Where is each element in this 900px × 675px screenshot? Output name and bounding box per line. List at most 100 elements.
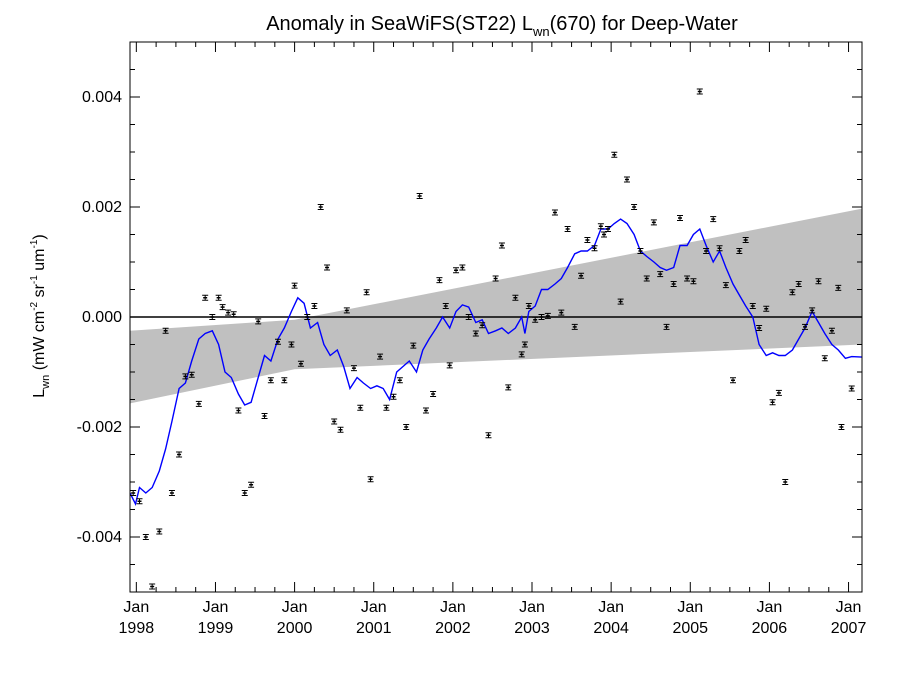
data-point <box>288 341 295 348</box>
data-point <box>230 311 237 318</box>
data-point <box>416 193 423 199</box>
data-point <box>324 264 331 271</box>
data-point <box>736 248 743 254</box>
data-point <box>690 278 697 285</box>
data-point <box>176 451 183 458</box>
data-point <box>261 413 268 419</box>
data-point <box>130 490 137 496</box>
data-point <box>267 377 274 384</box>
data-point <box>446 362 453 369</box>
data-point <box>430 391 437 397</box>
data-point <box>631 204 638 210</box>
axes-layer: -0.004 -0.002 0.000 0.002 0.004 Jan 1998 Jan 199… <box>77 41 867 637</box>
x-tick-month: Jan <box>203 599 229 616</box>
x-tick-year: 1999 <box>198 620 234 637</box>
data-point <box>465 314 472 320</box>
data-point <box>485 432 492 439</box>
data-point <box>363 289 370 296</box>
data-point <box>584 237 591 243</box>
y-tick-label: 0.004 <box>82 89 122 106</box>
data-point <box>730 377 737 384</box>
data-point <box>838 424 845 430</box>
data-point <box>297 360 304 367</box>
smooth-line <box>129 218 863 507</box>
data-point <box>848 385 855 392</box>
x-tick-year: 2001 <box>356 620 392 637</box>
data-point <box>578 272 585 279</box>
x-tick-year: 2007 <box>831 620 867 637</box>
data-point <box>331 418 338 425</box>
data-point <box>795 281 802 287</box>
data-point <box>390 393 397 400</box>
data-point <box>453 267 460 274</box>
data-point <box>525 303 532 309</box>
data-point <box>611 151 618 158</box>
data-point <box>442 303 449 309</box>
x-tick-year: 2003 <box>514 620 550 637</box>
data-point <box>367 476 374 483</box>
data-point <box>835 284 842 291</box>
data-point <box>281 377 288 384</box>
data-point <box>202 294 209 301</box>
x-tick-year: 2006 <box>752 620 788 637</box>
data-point <box>676 215 683 221</box>
data-point <box>255 318 262 325</box>
data-point <box>617 298 624 305</box>
data-point <box>162 327 169 334</box>
data-point <box>422 407 429 414</box>
data-point <box>142 534 149 540</box>
data-point <box>815 278 822 285</box>
data-point <box>828 327 835 334</box>
smooth-line-layer <box>129 218 863 507</box>
data-point <box>492 275 499 282</box>
x-tick-month: Jan <box>282 599 308 616</box>
data-point <box>601 231 608 238</box>
data-point <box>188 371 195 378</box>
x-tick-year: 2000 <box>277 620 313 637</box>
data-point <box>643 275 650 282</box>
data-point <box>663 323 670 330</box>
data-point <box>657 271 664 278</box>
data-point <box>209 314 216 320</box>
data-point <box>436 277 443 284</box>
data-point <box>597 223 604 230</box>
data-point <box>182 373 189 380</box>
y-tick-label: 0.002 <box>82 199 122 216</box>
x-tick-month: Jan <box>836 599 862 616</box>
data-point <box>710 216 717 223</box>
data-point <box>274 338 281 345</box>
data-point <box>136 498 143 505</box>
data-point <box>564 226 571 232</box>
data-point <box>769 399 776 406</box>
data-points-layer <box>130 88 855 590</box>
data-point <box>195 400 202 407</box>
data-point <box>763 305 770 312</box>
data-point <box>149 583 156 590</box>
data-point <box>551 209 558 216</box>
chart-title: Anomaly in SeaWiFS(ST22) Lwn(670) for De… <box>266 13 738 39</box>
data-point <box>532 316 539 323</box>
data-point <box>241 490 248 496</box>
x-tick-month: Jan <box>440 599 466 616</box>
data-point <box>518 351 525 358</box>
data-point <box>756 325 763 331</box>
confidence-band-layer <box>130 208 862 404</box>
data-point <box>291 282 298 289</box>
data-point <box>377 353 384 360</box>
data-point <box>350 365 357 372</box>
data-point <box>337 426 344 433</box>
data-point <box>650 219 657 226</box>
data-point <box>775 389 782 396</box>
data-point <box>802 323 809 330</box>
x-tick-year: 2005 <box>672 620 708 637</box>
y-tick-label: -0.004 <box>77 529 122 546</box>
data-point <box>317 204 324 210</box>
data-point <box>821 355 828 362</box>
data-point <box>571 323 578 330</box>
x-tick-month: Jan <box>123 599 149 616</box>
data-point <box>498 242 505 249</box>
data-point <box>383 404 390 411</box>
data-point <box>538 314 545 320</box>
data-point <box>168 490 175 496</box>
